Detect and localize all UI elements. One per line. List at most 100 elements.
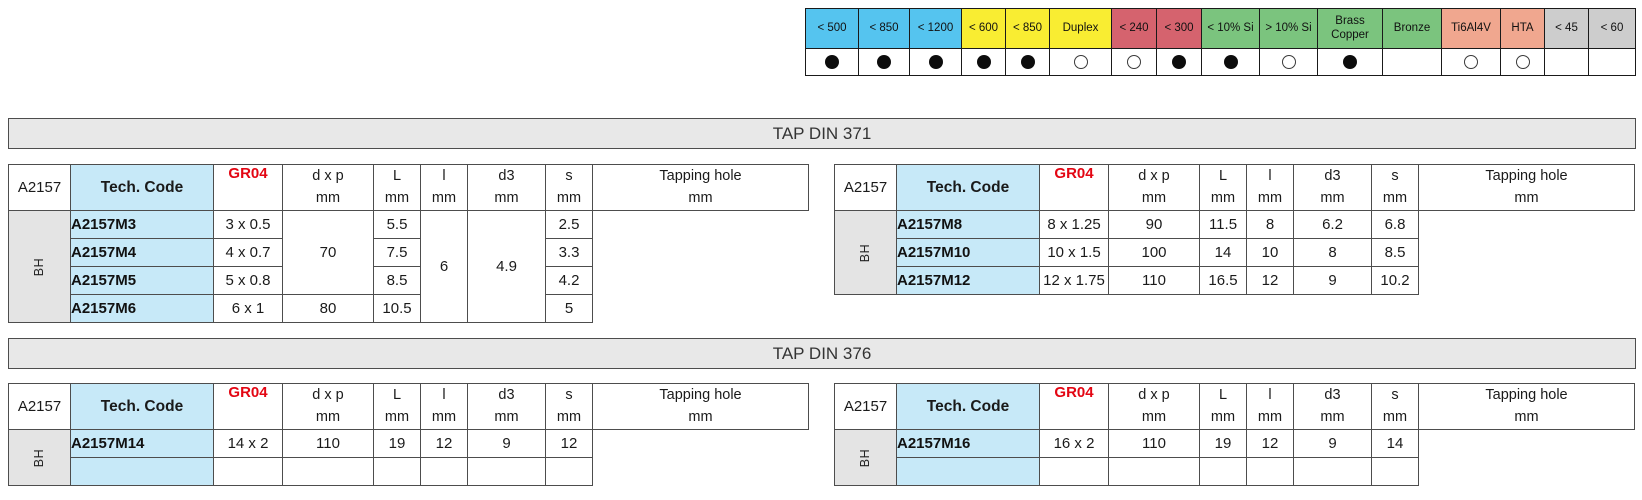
suitability-cell — [806, 49, 858, 75]
filled-dot-icon — [1343, 55, 1357, 69]
material-column-7: < 240 — [1111, 9, 1156, 75]
column-header-3: l mm — [420, 383, 468, 430]
value-cell: 3.3 — [545, 238, 593, 267]
value-cell: 12 — [420, 429, 468, 458]
tech-code-header-cell: Tech. Code — [70, 164, 214, 211]
column-header-label: Tapping hole — [1485, 168, 1568, 185]
tech-code-header-cell: Tech. Code — [896, 383, 1040, 430]
column-header-unit: mm — [494, 189, 519, 206]
column-header-label: L — [1218, 168, 1228, 185]
column-header-1: d x p mm — [1108, 383, 1200, 430]
column-header-4: d3 mm — [467, 164, 546, 211]
material-label: Duplex — [1050, 9, 1111, 49]
suitability-cell — [1157, 49, 1201, 75]
suitability-cell — [1383, 49, 1441, 75]
value-cell — [282, 457, 374, 486]
value-cell: 4.2 — [545, 266, 593, 295]
material-column-1: < 500 — [806, 9, 858, 75]
value-cell: 8.5 — [1371, 238, 1419, 267]
material-column-16: < 60 — [1588, 9, 1635, 75]
material-label: > 10% Si — [1260, 9, 1317, 49]
series-header-cell: A2157 — [834, 164, 897, 211]
tech-code-cell: A2157M14 — [70, 429, 214, 458]
value-cell: 90 — [1108, 210, 1200, 239]
row-group-cell: BH — [8, 429, 71, 486]
column-header-unit: mm — [1210, 189, 1236, 206]
value-cell: 110 — [1108, 266, 1200, 295]
material-compatibility-strip: < 500 < 850 < 1200 < 600 < 850 Duplex < 240 < 3… — [805, 8, 1636, 76]
suitability-cell — [1318, 49, 1382, 75]
column-header-label: l — [1268, 387, 1272, 404]
column-header-unit: mm — [688, 189, 713, 206]
column-header-unit: mm — [556, 189, 582, 206]
value-cell: 10 x 1.5 — [1039, 238, 1109, 267]
tech-code-cell: A2157M16 — [896, 429, 1040, 458]
column-header-unit: mm — [1141, 189, 1167, 206]
column-header-unit: mm — [1210, 408, 1236, 425]
column-header-label: s — [565, 168, 573, 185]
column-header-unit: mm — [494, 408, 519, 425]
column-header-unit: mm — [1514, 189, 1539, 206]
column-header-6: Tapping hole mm — [1418, 164, 1635, 211]
suitability-cell — [1442, 49, 1500, 75]
value-cell: 5 — [545, 294, 593, 323]
value-cell — [467, 457, 546, 486]
grade-cell: GR04 — [213, 383, 283, 430]
column-header-unit: mm — [384, 408, 410, 425]
tech-code-cell — [70, 457, 214, 486]
value-cell: 10.5 — [373, 294, 421, 323]
row-group-cell: BH — [8, 210, 71, 323]
column-header-label: d3 — [1324, 168, 1341, 185]
open-dot-icon — [1073, 55, 1088, 69]
material-label: Ti6Al4V — [1442, 9, 1500, 49]
value-cell — [373, 457, 421, 486]
value-cell: 3 x 0.5 — [213, 210, 283, 239]
value-cell — [1246, 457, 1294, 486]
column-header-label: s — [1391, 168, 1399, 185]
tech-code-header-cell: Tech. Code — [70, 383, 214, 430]
value-cell: 10 — [1246, 238, 1294, 267]
value-cell — [1108, 457, 1200, 486]
material-label: < 10% Si — [1202, 9, 1259, 49]
material-column-11: Brass Copper — [1317, 9, 1382, 75]
grade-cell: GR04 — [1039, 164, 1109, 211]
material-column-6: Duplex — [1049, 9, 1111, 75]
series-header-cell: A2157 — [834, 383, 897, 430]
value-cell: 16 x 2 — [1039, 429, 1109, 458]
grade-cell: GR04 — [213, 164, 283, 211]
material-column-15: < 45 — [1544, 9, 1588, 75]
column-header-label: d x p — [1138, 168, 1170, 185]
column-header-4: d3 mm — [1293, 383, 1372, 430]
column-header-unit: mm — [1320, 189, 1345, 206]
material-column-3: < 1200 — [909, 9, 961, 75]
value-cell: 7.5 — [373, 238, 421, 267]
column-header-6: Tapping hole mm — [1418, 383, 1635, 430]
column-header-label: d3 — [498, 168, 515, 185]
value-cell: 6 — [420, 210, 468, 323]
value-cell: 12 — [545, 429, 593, 458]
section-title-din371: TAP DIN 371 — [772, 123, 872, 143]
column-header-label: L — [392, 387, 402, 404]
column-header-label: L — [1218, 387, 1228, 404]
grade-cell: GR04 — [1039, 383, 1109, 430]
suitability-cell — [1545, 49, 1588, 75]
material-label: Brass Copper — [1318, 9, 1382, 49]
material-label: < 600 — [962, 9, 1005, 49]
value-cell: 9 — [1293, 429, 1372, 458]
tech-code-cell: A2157M8 — [896, 210, 1040, 239]
suitability-cell — [1050, 49, 1111, 75]
value-cell: 9 — [1293, 266, 1372, 295]
column-header-5: s mm — [1371, 383, 1419, 430]
value-cell: 19 — [1199, 429, 1247, 458]
material-column-4: < 600 — [961, 9, 1005, 75]
section-bar-din376: TAP DIN 376 — [8, 338, 1636, 369]
column-header-label: d3 — [498, 387, 515, 404]
value-cell: 16.5 — [1199, 266, 1247, 295]
column-header-3: l mm — [1246, 383, 1294, 430]
column-header-label: Tapping hole — [659, 168, 742, 185]
column-header-label: L — [392, 168, 402, 185]
value-cell: 4 x 0.7 — [213, 238, 283, 267]
